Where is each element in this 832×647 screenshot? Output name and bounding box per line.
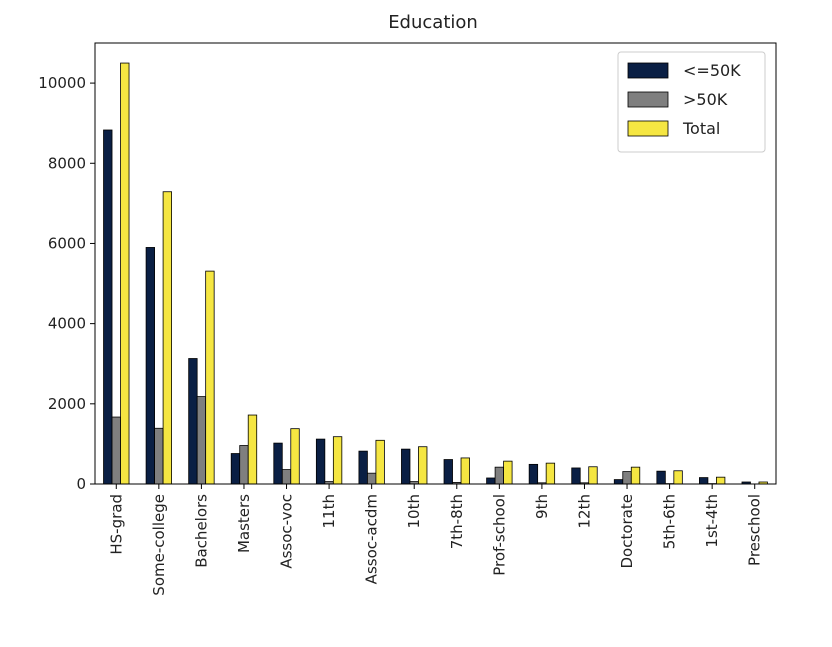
- bar-some-college-0: [145, 247, 155, 485]
- legend-label: Total: [682, 119, 720, 138]
- bar-some-college-1: [154, 427, 164, 485]
- x-tick-label: Some-college: [150, 494, 168, 596]
- y-tick-label: 0: [76, 475, 86, 493]
- bar-hs-grad-0: [103, 129, 113, 485]
- legend-label: >50K: [683, 90, 728, 109]
- y-tick-label: 6000: [48, 234, 86, 252]
- bar-7th-8th-2: [460, 457, 470, 485]
- bar-11th-0: [315, 438, 326, 485]
- bar-assoc-voc-0: [273, 442, 283, 485]
- x-tick-label: 11th: [320, 494, 338, 528]
- x-tick-label: HS-grad: [107, 494, 125, 555]
- bar-1st-4th-0: [699, 477, 709, 485]
- bar-1st-4th-2: [716, 476, 726, 485]
- bar-9th-0: [528, 463, 539, 485]
- bar-hs-grad-2: [120, 62, 130, 485]
- y-tick-label: 4000: [48, 315, 86, 333]
- bar-bachelors-0: [188, 358, 198, 485]
- chart-title: Education: [388, 12, 478, 33]
- x-tick-label: Bachelors: [192, 494, 210, 568]
- x-tick-label: Preschool: [746, 494, 764, 566]
- x-tick-label: 1st-4th: [703, 494, 721, 548]
- bar-assoc-acdm-0: [358, 450, 368, 485]
- bar-assoc-voc-1: [281, 469, 292, 485]
- bar-doctorate-2: [630, 466, 641, 485]
- bar-masters-2: [247, 414, 258, 485]
- bar-assoc-acdm-1: [367, 472, 377, 485]
- bar-7th-8th-0: [443, 459, 453, 485]
- bar-doctorate-1: [622, 471, 632, 485]
- bar-5th-6th-2: [673, 470, 683, 485]
- bar-hs-grad-1: [111, 416, 121, 485]
- bar-doctorate-0: [613, 479, 624, 485]
- bar-masters-0: [230, 453, 241, 485]
- x-tick-label: 9th: [533, 494, 551, 519]
- bar-10th-2: [418, 446, 428, 485]
- x-tick-label: 12th: [575, 494, 593, 528]
- y-tick-label: 8000: [48, 154, 86, 172]
- bar-5th-6th-0: [656, 470, 666, 485]
- bar-some-college-2: [162, 191, 172, 485]
- legend-label: <=50K: [683, 61, 741, 80]
- bar-prof-school-2: [503, 460, 513, 485]
- legend-swatch: [627, 120, 669, 137]
- bar-prof-school-1: [494, 466, 504, 485]
- x-tick-label: Masters: [235, 494, 253, 553]
- bar-masters-1: [239, 445, 249, 485]
- bar-prof-school-0: [486, 477, 496, 485]
- bar-12th-2: [588, 466, 598, 485]
- x-tick-label: 7th-8th: [448, 494, 466, 549]
- bar-11th-2: [332, 436, 343, 485]
- legend-swatch: [627, 62, 669, 79]
- x-tick-label: 10th: [405, 494, 423, 528]
- bar-assoc-voc-2: [290, 428, 300, 485]
- x-tick-label: Prof-school: [490, 494, 508, 576]
- y-tick-label: 10000: [38, 74, 86, 92]
- bar-bachelors-1: [196, 396, 207, 485]
- y-tick-label: 2000: [48, 395, 86, 413]
- x-tick-label: Doctorate: [618, 494, 636, 569]
- x-tick-label: Assoc-voc: [278, 494, 296, 569]
- x-axis: HS-grad Some-college Bachelors Masters Assoc…: [107, 484, 764, 596]
- bar-9th-2: [545, 462, 556, 485]
- bar-bachelors-2: [205, 270, 215, 485]
- x-tick-label: Assoc-acdm: [363, 494, 381, 584]
- legend-swatch: [627, 91, 669, 108]
- x-tick-label: 5th-6th: [661, 494, 679, 549]
- legend: <=50K >50K Total: [617, 51, 766, 153]
- bar-12th-0: [571, 467, 581, 485]
- y-axis: 0 2000 4000 6000 8000 10000: [38, 74, 95, 493]
- bars-group: [103, 62, 768, 485]
- bar-10th-0: [401, 448, 411, 485]
- bar-assoc-acdm-2: [375, 439, 385, 485]
- plot-frame: [94, 42, 777, 485]
